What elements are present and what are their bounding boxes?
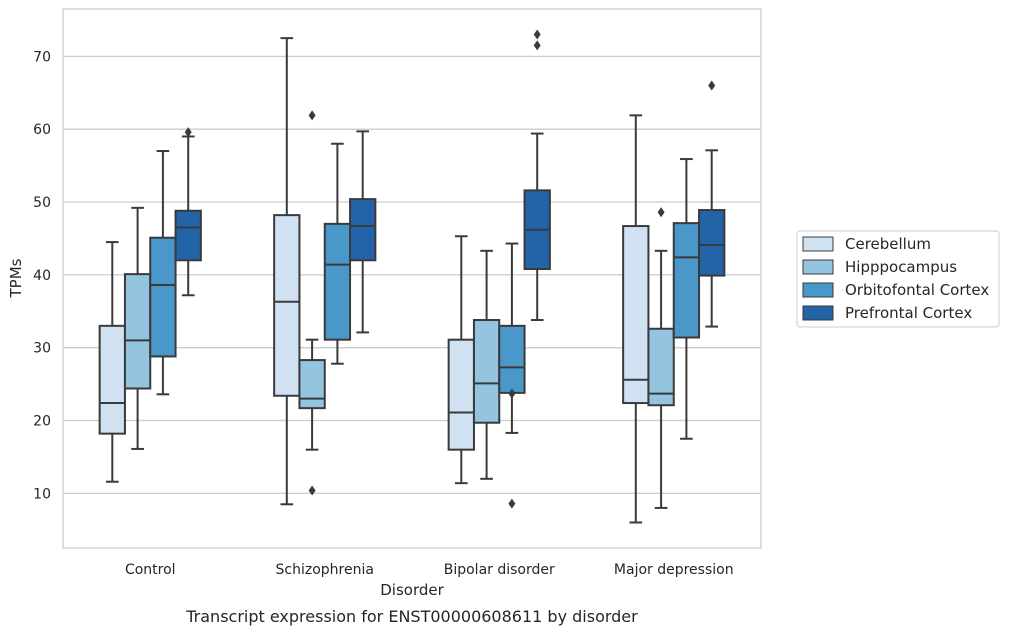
box-orbitofontal-cortex — [672, 158, 701, 440]
box-cerebellum — [622, 114, 650, 524]
box-iqr — [98, 324, 126, 435]
box-orbitofontal-cortex — [498, 242, 526, 509]
box-prefrontal-cortex — [523, 29, 551, 322]
x-tick-label: Major depression — [614, 562, 734, 578]
x-tick-label: Bipolar disorder — [444, 562, 555, 578]
box-hipppocampus — [472, 249, 501, 480]
box-iqr — [323, 222, 352, 341]
box-iqr — [472, 319, 501, 424]
box-orbitofontal-cortex — [149, 150, 177, 396]
plot-area-frame — [62, 8, 762, 549]
box-hipppocampus — [647, 207, 675, 509]
y-tick-label: 60 — [33, 122, 51, 138]
chart-caption: Transcript expression for ENST0000060861… — [185, 607, 638, 626]
box-iqr — [149, 236, 177, 358]
x-tick-labels: Control Schizophrenia Bipolar disorder Majo… — [125, 562, 734, 578]
outlier-point — [508, 498, 516, 509]
legend-label: Prefrontal Cortex — [845, 304, 972, 322]
legend-swatch — [802, 282, 834, 298]
legend-swatch — [802, 236, 834, 252]
box-prefrontal-cortex — [698, 80, 726, 328]
y-axis-label: TPMs — [7, 258, 25, 298]
x-tick-label: Schizophrenia — [276, 562, 374, 578]
legend-swatch — [802, 305, 834, 321]
box-layer — [98, 29, 726, 524]
box-prefrontal-cortex — [174, 127, 202, 297]
y-tick-label: 70 — [33, 49, 51, 65]
box-iqr — [622, 225, 650, 405]
box-iqr — [698, 209, 726, 277]
y-tick-label: 50 — [33, 195, 51, 211]
box-iqr — [647, 327, 675, 407]
box-cerebellum — [447, 235, 475, 485]
legend-items: Cerebellum Hipppocampus Orbitofontal Corte… — [802, 235, 989, 322]
outlier-point — [657, 207, 665, 218]
x-tick-label: Control — [125, 562, 176, 578]
box-iqr — [349, 198, 377, 262]
box-iqr — [273, 214, 301, 397]
legend-frame — [796, 230, 1000, 328]
gridlines — [63, 55, 761, 495]
legend-label: Hipppocampus — [845, 258, 957, 276]
box-iqr — [123, 273, 152, 390]
y-tick-label: 10 — [33, 486, 51, 502]
outlier-point — [308, 110, 316, 121]
box-cerebellum — [273, 37, 301, 506]
legend-swatch — [802, 259, 834, 275]
box-iqr — [447, 338, 475, 451]
y-tick-label: 40 — [33, 268, 51, 284]
outlier-point — [708, 80, 716, 91]
box-iqr — [298, 359, 326, 410]
legend-label: Cerebellum — [845, 235, 931, 253]
outlier-point — [184, 127, 192, 138]
legend: Cerebellum Hipppocampus Orbitofontal Corte… — [796, 230, 1000, 328]
legend-label: Orbitofontal Cortex — [845, 281, 989, 299]
box-hipppocampus — [298, 110, 326, 496]
y-tick-label: 20 — [33, 414, 51, 430]
box-prefrontal-cortex — [349, 130, 377, 334]
y-tick-label: 30 — [33, 341, 51, 357]
box-iqr — [498, 324, 526, 394]
box-iqr — [672, 222, 701, 339]
outlier-point — [308, 485, 316, 496]
outlier-point — [533, 29, 541, 40]
box-cerebellum — [98, 241, 126, 483]
box-iqr — [174, 209, 202, 262]
box-orbitofontal-cortex — [323, 142, 352, 365]
y-tick-labels: 10 20 30 40 50 60 70 — [33, 49, 51, 502]
outlier-point — [508, 388, 516, 399]
outlier-point — [533, 40, 541, 51]
x-axis-label: Disorder — [380, 581, 444, 599]
